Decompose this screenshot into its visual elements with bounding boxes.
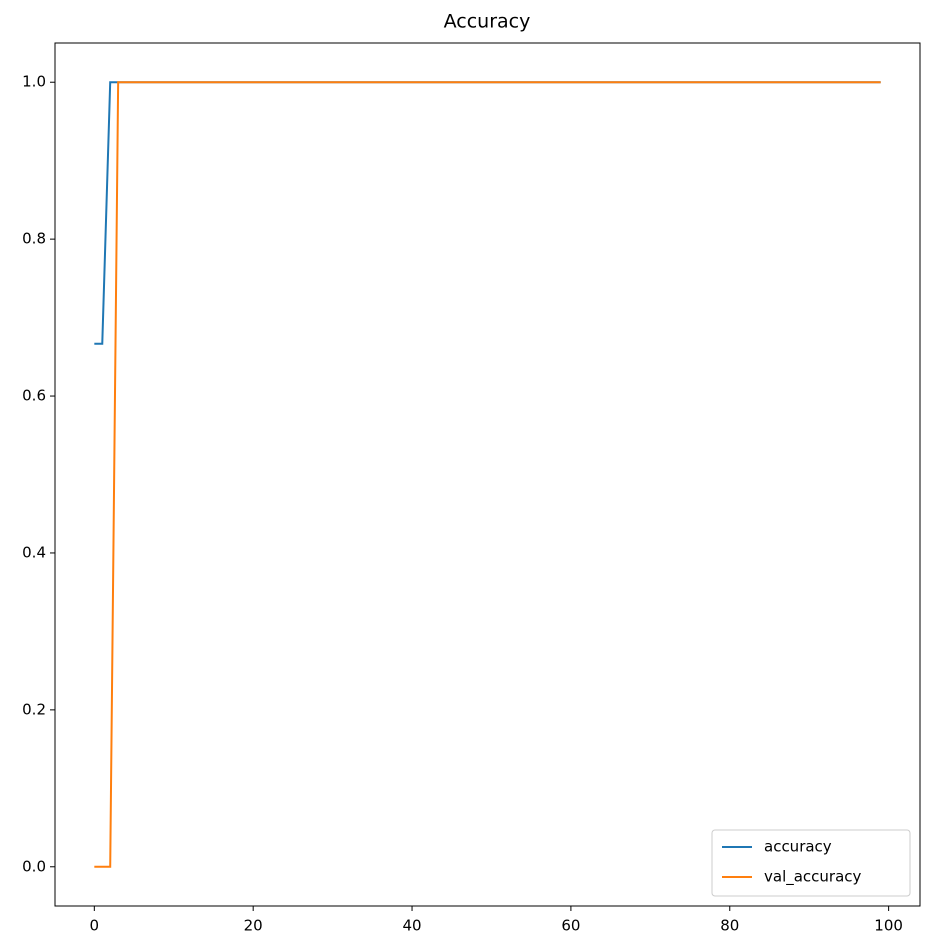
- x-tick-label: 60: [561, 917, 580, 935]
- y-tick-label: 0.4: [22, 543, 46, 561]
- legend-label: accuracy: [764, 838, 832, 856]
- y-tick-label: 0.0: [22, 857, 46, 875]
- x-tick-label: 80: [720, 917, 739, 935]
- legend: accuracy val_accuracy: [711, 829, 911, 897]
- x-tick-label: 40: [402, 917, 421, 935]
- x-tick-label: 0: [90, 917, 100, 935]
- data-line: [94, 81, 881, 345]
- x-tick-label: 100: [874, 917, 903, 935]
- data-line: [94, 81, 881, 868]
- y-tick-label: 0.2: [22, 700, 46, 718]
- legend-box: [711, 829, 911, 897]
- chart-title: Accuracy: [444, 11, 531, 33]
- y-tick-label: 0.6: [22, 387, 46, 405]
- plot-frame: [54, 42, 921, 907]
- legend-label: val_accuracy: [764, 868, 862, 887]
- y-tick-label: 0.8: [22, 230, 46, 248]
- x-tick-label: 20: [244, 917, 263, 935]
- y-tick-label: 1.0: [22, 73, 46, 91]
